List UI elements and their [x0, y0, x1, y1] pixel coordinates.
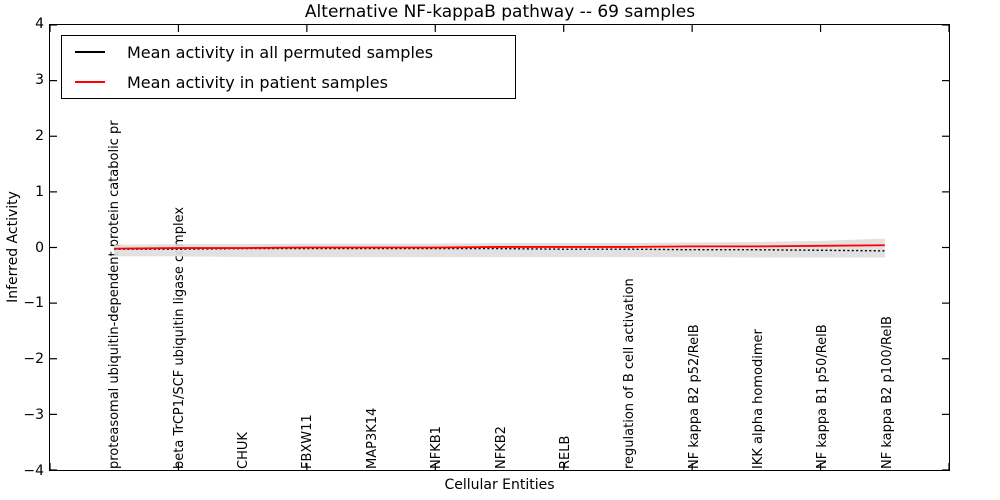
- y-tick-label: 0: [35, 239, 44, 256]
- permuted-line-swatch: [75, 51, 105, 53]
- legend-item-permuted: Mean activity in all permuted samples: [62, 37, 515, 67]
- x-category-label: proteasomal ubiquitin-dependent protein …: [107, 120, 123, 469]
- uncertainty-band: [114, 238, 885, 258]
- y-tick-label: −3: [23, 407, 44, 424]
- patient-mean-line: [114, 244, 885, 250]
- y-tick-label: 2: [35, 127, 44, 144]
- y-tick-label: 3: [35, 71, 44, 88]
- x-category-label: RELB: [557, 435, 573, 469]
- legend-item-patient: Mean activity in patient samples: [62, 67, 515, 97]
- y-tick-label: 1: [35, 183, 44, 200]
- x-category-label: NF kappa B1 p50/RelB: [815, 324, 831, 469]
- legend-label-permuted: Mean activity in all permuted samples: [127, 42, 434, 62]
- y-tick-label: −2: [23, 351, 44, 368]
- y-tick-label: −1: [23, 295, 44, 312]
- legend: Mean activity in all permuted samples Me…: [61, 35, 516, 99]
- x-category-label: regulation of B cell activation: [622, 278, 638, 469]
- patient-line-swatch: [75, 81, 105, 83]
- y-tick-label: −4: [23, 463, 44, 479]
- x-category-label: MAP3K14: [364, 407, 380, 469]
- x-category-label: NFKB1: [429, 426, 445, 469]
- x-category-label: IKK alpha homodimer: [750, 329, 766, 469]
- chart-title: Alternative NF-kappaB pathway -- 69 samp…: [304, 2, 696, 22]
- permuted-mean-line: [114, 247, 885, 252]
- x-category-label: CHUK: [236, 432, 252, 469]
- x-category-label: NFKB2: [493, 426, 509, 469]
- plot-area: Mean activity in all permuted samples Me…: [49, 24, 950, 471]
- x-axis-label: Cellular Entities: [444, 477, 555, 493]
- y-tick-label: 4: [35, 16, 44, 32]
- x-category-label: NF kappa B2 p52/RelB: [686, 324, 702, 469]
- legend-label-patient: Mean activity in patient samples: [127, 72, 388, 92]
- x-category-label: FBXW11: [300, 414, 316, 469]
- x-category-label: beta TrCP1/SCF ubiquitin ligase complex: [171, 206, 187, 469]
- x-category-label: NF kappa B2 p100/RelB: [879, 316, 895, 469]
